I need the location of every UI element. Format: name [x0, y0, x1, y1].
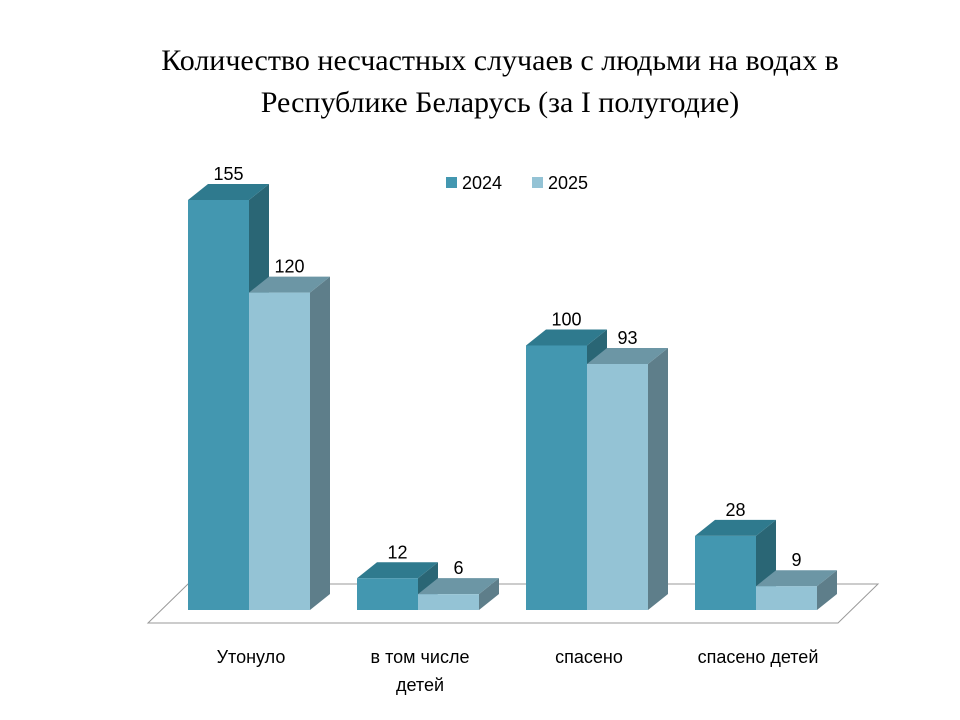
bar-top — [249, 276, 330, 293]
bar-2024-3 — [695, 535, 756, 610]
bar-2025-1 — [418, 594, 479, 610]
bar-2025-3 — [756, 586, 817, 610]
data-label: 12 — [387, 542, 407, 562]
data-label: 100 — [551, 309, 581, 329]
bar-2024-2 — [526, 345, 587, 610]
bar-side — [648, 348, 668, 610]
bar-top — [188, 184, 269, 200]
bar-2025-0 — [249, 292, 310, 610]
bar-2024-0 — [188, 200, 249, 610]
chart-title-line-2: Республике Беларусь (за I полугодие) — [260, 86, 740, 119]
category-label: спасено — [555, 647, 623, 667]
category-label: в том числе — [371, 647, 470, 667]
data-label: 28 — [725, 500, 745, 520]
data-label: 6 — [453, 558, 463, 578]
chart-title-line-1: Количество несчастных случаев с людьми н… — [161, 44, 839, 77]
bar-top — [587, 348, 668, 364]
bar-top — [418, 578, 499, 595]
category-label: детей — [396, 675, 444, 695]
bar-2024-1 — [357, 578, 418, 610]
legend-swatch-2025 — [532, 177, 543, 188]
legend-label-2024: 2024 — [462, 173, 502, 193]
bar-top — [756, 570, 837, 587]
bar-top — [695, 519, 776, 536]
category-label: спасено детей — [698, 647, 819, 667]
category-label: Утонуло — [217, 647, 286, 667]
data-label: 9 — [791, 550, 801, 570]
chart-title: Количество несчастных случаев с людьми н… — [100, 40, 900, 124]
bar-side — [310, 276, 330, 610]
bar-2025-2 — [587, 364, 648, 610]
bar-top — [526, 329, 607, 346]
data-label: 93 — [617, 328, 637, 348]
legend-label-2025: 2025 — [548, 173, 588, 193]
legend-swatch-2024 — [446, 177, 457, 188]
bar-top — [357, 562, 438, 579]
bar-side — [479, 578, 499, 610]
data-label: 120 — [274, 257, 304, 277]
data-label: 155 — [213, 164, 243, 184]
bar-side — [817, 570, 837, 610]
